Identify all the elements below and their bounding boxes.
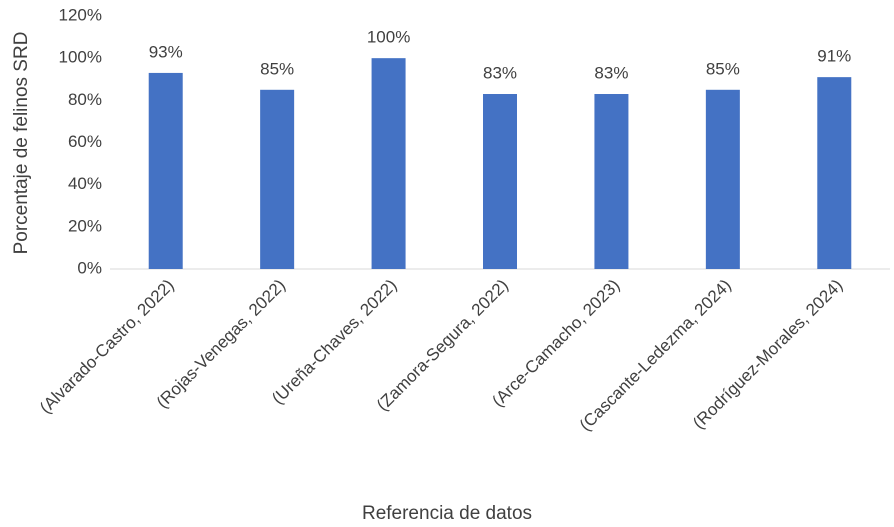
bar bbox=[817, 77, 852, 270]
y-tick-label: 0% bbox=[77, 258, 102, 277]
y-axis-title: Porcentaje de felinos SRD bbox=[11, 32, 32, 255]
bar bbox=[371, 58, 406, 269]
y-tick-label: 80% bbox=[68, 90, 102, 109]
y-tick-label: 100% bbox=[59, 48, 102, 67]
bar bbox=[483, 94, 517, 269]
data-label: 100% bbox=[367, 28, 410, 47]
y-tick-label: 120% bbox=[59, 5, 102, 24]
data-label: 83% bbox=[594, 63, 628, 82]
y-tick-label: 40% bbox=[68, 174, 102, 193]
data-label: 85% bbox=[260, 59, 294, 78]
x-axis-title: Referencia de datos bbox=[362, 503, 532, 524]
y-tick-label: 20% bbox=[68, 216, 102, 235]
bar bbox=[260, 89, 295, 270]
data-label: 85% bbox=[706, 59, 740, 78]
data-label: 83% bbox=[483, 63, 517, 82]
data-label: 93% bbox=[149, 42, 183, 61]
bar bbox=[594, 94, 629, 269]
data-label: 91% bbox=[817, 47, 851, 66]
bar bbox=[148, 72, 183, 269]
y-tick-label: 60% bbox=[68, 132, 102, 151]
bar bbox=[705, 89, 740, 270]
